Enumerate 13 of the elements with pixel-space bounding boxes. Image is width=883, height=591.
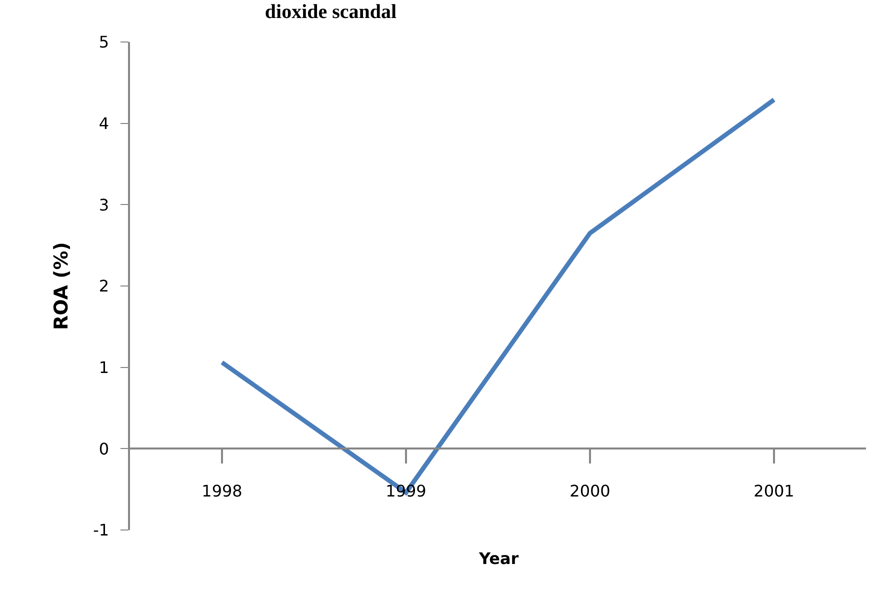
y-tick-label: 1: [98, 358, 110, 377]
x-tick-label: 2001: [754, 482, 794, 501]
y-tick-label: 5: [98, 32, 110, 52]
x-tick-label: 1998: [202, 482, 242, 501]
x-axis-title: Year: [478, 549, 519, 568]
y-axis-title: ROA (%): [50, 242, 72, 330]
y-tick-label: 3: [98, 195, 110, 214]
y-tick-label: 4: [98, 114, 110, 133]
y-tick-label: 0: [98, 439, 110, 458]
chart-title: dioxide scandal: [264, 1, 398, 23]
x-tick-label: 2000: [570, 482, 610, 501]
y-tick-label: -1: [93, 520, 110, 540]
y-tick-label: 2: [98, 276, 110, 296]
